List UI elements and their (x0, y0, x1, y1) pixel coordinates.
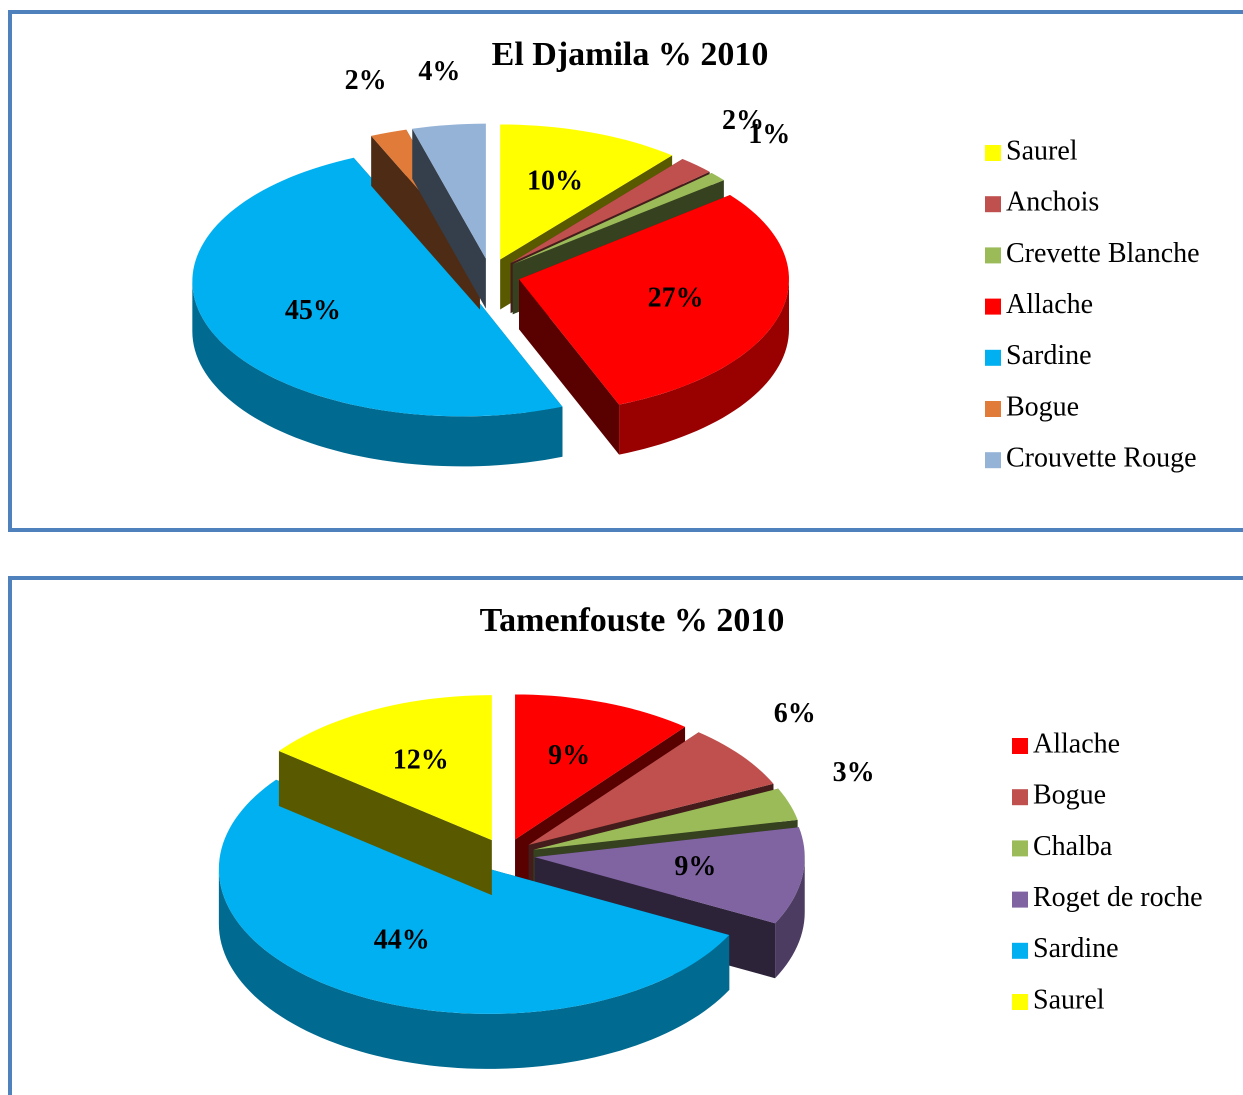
slice-face (371, 135, 480, 310)
data-label: 10% (527, 166, 583, 197)
slice-top (512, 173, 724, 265)
slice-top (533, 788, 798, 850)
legend-swatch (985, 247, 1001, 264)
legend-label: Saurel (1006, 135, 1078, 166)
data-label: 45% (285, 295, 341, 326)
legend-swatch (985, 452, 1001, 469)
slice-side (218, 868, 730, 1069)
slice (192, 157, 563, 467)
legend-label: Crouvette Rouge (1006, 443, 1197, 474)
slice-face (519, 279, 620, 455)
legend-label: Saurel (1033, 984, 1105, 1015)
data-label: 6% (774, 698, 816, 729)
slice-side (192, 281, 563, 467)
slice-top (519, 195, 789, 405)
data-label: 4% (418, 56, 460, 87)
legend-label: Sardine (1006, 340, 1092, 371)
legend-label: Chalba (1033, 831, 1113, 862)
slice-top (528, 732, 774, 845)
legend-swatch (985, 401, 1001, 417)
legend-swatch (1012, 840, 1028, 857)
legend-swatch (985, 145, 1001, 161)
data-label: 9% (674, 851, 716, 882)
frame (8, 576, 1243, 1095)
slice (278, 695, 492, 896)
legend-swatch (1012, 789, 1028, 806)
slice-top (500, 124, 673, 260)
chart-title: Tamenfouste % 2010 (480, 602, 785, 639)
slice-face (278, 750, 492, 896)
data-label: 2% (722, 105, 764, 136)
slice (519, 195, 789, 455)
data-label: 1% (748, 119, 790, 150)
legend-label: Allache (1033, 728, 1120, 759)
legend-label: Bogue (1006, 391, 1079, 422)
slice-top (515, 694, 686, 840)
legend-swatch (985, 196, 1001, 213)
slice-face (412, 128, 486, 309)
legend-label: Bogue (1033, 780, 1106, 811)
legend-swatch (1012, 891, 1028, 908)
slice-top (534, 827, 805, 924)
legend-swatch (985, 349, 1001, 366)
legend-swatch (1012, 942, 1028, 959)
legend-label: Anchois (1006, 187, 1099, 218)
chart-title: El Djamila % 2010 (492, 36, 769, 73)
data-label: 9% (548, 740, 590, 771)
legend-label: Allache (1006, 289, 1093, 320)
data-label: 27% (648, 282, 704, 313)
legend-swatch (1012, 738, 1028, 754)
data-label: 3% (833, 757, 875, 788)
slice-top (278, 695, 492, 841)
data-label: 2% (345, 65, 387, 96)
slice-top (192, 157, 563, 417)
legend-label: Crevette Blanche (1006, 238, 1200, 269)
slice (412, 123, 486, 309)
legend-swatch (1012, 994, 1028, 1010)
data-label: 12% (393, 744, 449, 775)
slice-side (775, 857, 805, 979)
legend-swatch (985, 298, 1001, 315)
legend-label: Roget de roche (1033, 882, 1203, 913)
legend-label: Sardine (1033, 933, 1119, 964)
data-label: 44% (374, 925, 430, 956)
slice-top (412, 123, 486, 259)
frame (8, 10, 1243, 532)
slice-top (218, 779, 730, 1014)
slice-top (510, 158, 710, 264)
slice-side (619, 279, 789, 455)
